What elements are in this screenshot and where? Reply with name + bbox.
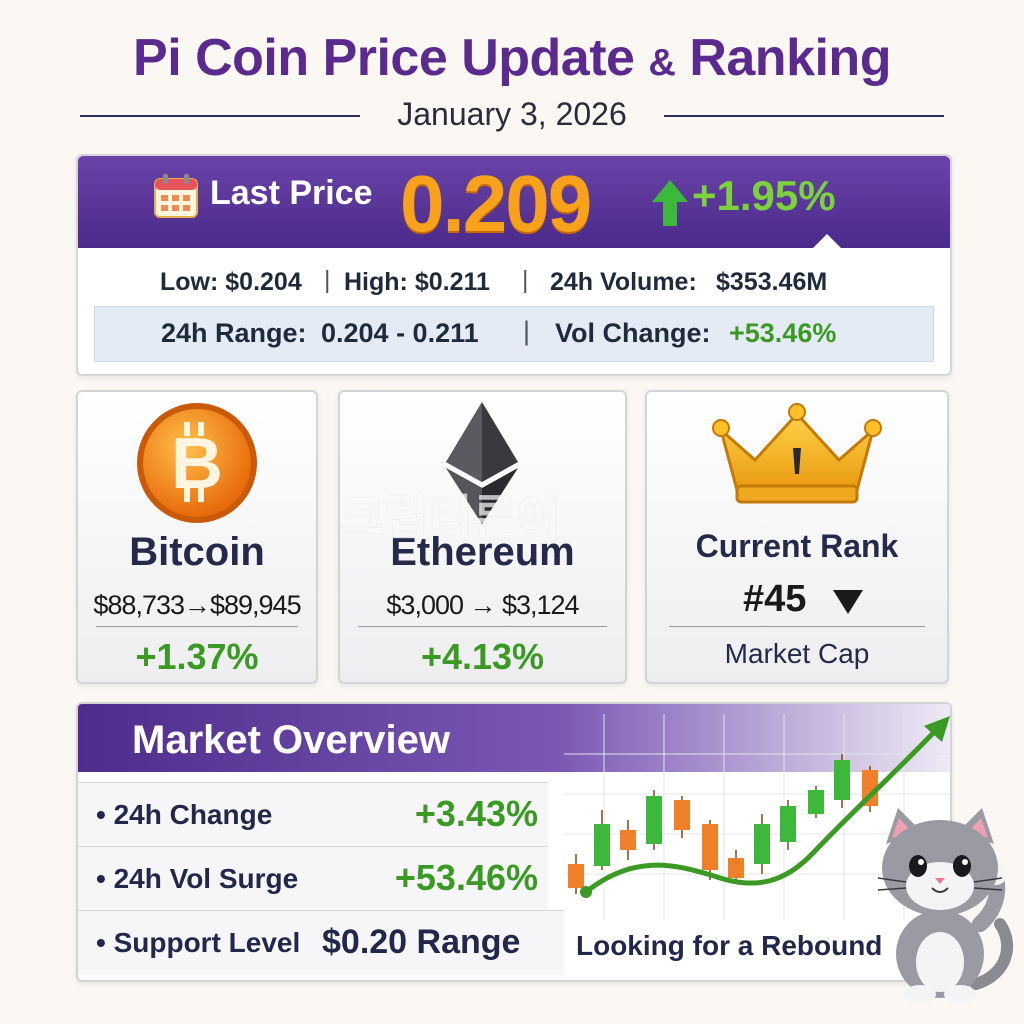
stat-separator: |	[523, 316, 531, 346]
bitcoin-icon: B	[137, 403, 257, 523]
market-overview-panel: Market Overview	[76, 702, 952, 982]
price-panel: Last Price 0.209 +1.95% Low: $0.204 | Hi…	[76, 154, 952, 376]
price-change: +1.95%	[692, 172, 836, 219]
overview-label: • 24h Change	[96, 799, 273, 830]
rank-label: Current Rank	[695, 528, 899, 564]
ethereum-change: +4.13%	[420, 636, 545, 677]
vol-change-label: Vol Change:	[555, 318, 711, 348]
low-price: Low: $0.204	[160, 268, 302, 296]
bitcoin-range: $88,733→$89,945	[93, 590, 301, 620]
page-title: Pi Coin Price Update & Ranking	[0, 28, 1024, 88]
price-stats-row: Low: $0.204 | High: $0.211 | 24h Volume:…	[78, 260, 950, 300]
high-price: High: $0.211	[344, 268, 490, 296]
crown-icon	[712, 403, 882, 504]
volume-label: 24h Volume:	[550, 268, 697, 296]
title-main: Pi Coin Price Update	[133, 29, 635, 87]
ethereum-card: Ethereum $3,000 → $3,124 +4.13%	[338, 390, 627, 684]
date-line: January 3, 2026	[80, 90, 944, 140]
rank-value: #45	[743, 578, 807, 620]
rebound-caption: Looking for a Rebound	[576, 930, 883, 961]
bitcoin-name: Bitcoin	[129, 530, 265, 574]
price-header: Last Price 0.209 +1.95%	[78, 156, 950, 248]
down-triangle-icon	[833, 590, 863, 614]
bitcoin-card: B Bitcoin $88,733→$89,945 +1.37%	[76, 390, 318, 684]
title-end: Ranking	[689, 29, 891, 87]
divider	[96, 626, 298, 627]
range-label: 24h Range:	[161, 318, 307, 348]
overview-value: +53.46%	[394, 857, 538, 898]
rank-card: Current Rank #45 Market Cap	[645, 390, 949, 684]
overview-header: Market Overview	[78, 704, 950, 772]
last-price-value: 0.209	[400, 159, 592, 248]
divider-left	[80, 115, 360, 117]
divider	[669, 626, 925, 627]
range-stats-row: 24h Range: 0.204 - 0.211 | Vol Change: +…	[94, 306, 934, 362]
overview-title: Market Overview	[132, 718, 450, 762]
watermark: 크립티른어	[340, 492, 561, 545]
overview-value: +3.43%	[414, 793, 538, 834]
ethereum-name: Ethereum	[390, 530, 575, 574]
cat-mascot-icon	[877, 808, 1014, 1003]
candlestick-chart-icon	[564, 714, 950, 920]
header-pointer	[813, 234, 841, 248]
stat-separator: |	[324, 266, 331, 294]
date-text: January 3, 2026	[397, 96, 627, 132]
market-cap-label: Market Cap	[724, 638, 870, 669]
range-value: 0.204 - 0.211	[321, 318, 479, 348]
divider-right	[664, 115, 944, 117]
up-arrow-icon	[652, 180, 688, 226]
overview-label: • 24h Vol Surge	[96, 863, 299, 894]
last-price-label: Last Price	[210, 174, 373, 212]
overview-row-support-level: • Support Level $0.20 Range	[78, 910, 564, 975]
bitcoin-change: +1.37%	[135, 636, 259, 677]
ethereum-icon	[446, 402, 518, 524]
vol-change-value: +53.46%	[729, 318, 837, 348]
volume-value: $353.46M	[716, 268, 828, 296]
ethereum-range: $3,000 → $3,124	[386, 590, 579, 620]
title-ampersand: &	[648, 42, 676, 84]
bitcoin-symbol: B	[171, 424, 223, 504]
overview-row-vol-surge: • 24h Vol Surge +53.46%	[78, 846, 548, 911]
overview-label: • Support Level	[96, 927, 301, 958]
overview-row-24h-change: • 24h Change +3.43%	[78, 782, 548, 847]
calendar-icon	[154, 174, 198, 218]
stat-separator: |	[522, 266, 529, 294]
divider	[358, 626, 607, 627]
overview-value: $0.20 Range	[322, 923, 521, 961]
